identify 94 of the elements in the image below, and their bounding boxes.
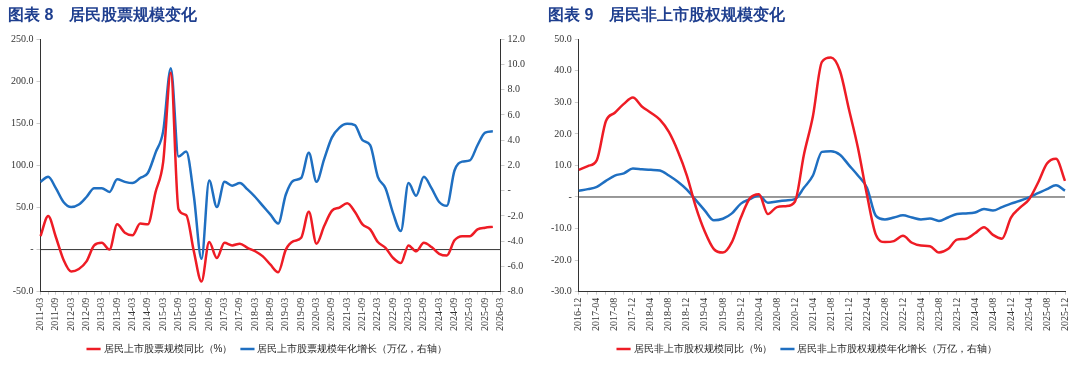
x-tick-label: 2017-04: [590, 297, 602, 332]
x-tick-label: 2019-03: [279, 297, 291, 332]
legend-label: 居民非上市股权规模年化增长（万亿，右轴）: [797, 342, 998, 354]
x-tick-label: 2022-12: [896, 297, 908, 332]
x-tick-label: 2025-08: [1040, 297, 1052, 332]
x-tick-label: 2021-04: [806, 297, 818, 332]
y-tick-label: -: [568, 190, 572, 202]
y2-tick-label: -8.0: [507, 285, 524, 297]
x-tick-label: 2023-08: [932, 297, 944, 332]
x-tick-label: 2022-04: [860, 297, 872, 332]
y-tick-label: 30.0: [554, 95, 572, 107]
x-tick-label: 2018-03: [248, 297, 260, 332]
x-tick-label: 2017-03: [218, 297, 230, 332]
x-tick-label: 2021-03: [340, 297, 352, 332]
y2-tick-label: 2.0: [507, 159, 520, 171]
x-tick-label: 2026-03: [494, 297, 506, 332]
y-tick-label: 150.0: [11, 116, 34, 128]
x-tick-label: 2018-09: [264, 297, 276, 332]
x-tick-label: 2022-03: [371, 297, 383, 332]
y-tick-label: 200.0: [11, 74, 34, 86]
x-tick-label: 2019-04: [698, 297, 710, 332]
x-tick-label: 2013-09: [110, 297, 122, 332]
y-tick-label: 50.0: [16, 201, 34, 213]
x-tick-label: 2025-12: [1058, 297, 1070, 332]
x-tick-label: 2014-09: [141, 297, 153, 332]
x-tick-label: 2016-09: [202, 297, 214, 332]
x-tick-label: 2020-04: [752, 297, 764, 332]
y2-tick-label: -2.0: [507, 209, 524, 221]
x-tick-label: 2020-03: [310, 297, 322, 332]
x-tick-label: 2021-08: [824, 297, 836, 332]
x-tick-label: 2015-03: [156, 297, 168, 332]
y-tick-label: 10.0: [554, 159, 572, 171]
x-tick-label: 2017-12: [626, 297, 638, 332]
y2-tick-label: -: [507, 184, 511, 196]
line-series: [577, 149, 1067, 223]
legend-label: 居民非上市股权规模同比（%）: [633, 342, 773, 354]
x-tick-label: 2023-12: [950, 297, 962, 332]
y-tick-label: 20.0: [554, 127, 572, 139]
x-tick-label: 2014-03: [126, 297, 138, 332]
y2-tick-label: 8.0: [507, 83, 520, 95]
y-tick-label: 250.0: [11, 32, 34, 44]
y-tick-label: 100.0: [11, 159, 34, 171]
x-tick-label: 2025-09: [478, 297, 490, 332]
x-tick-label: 2020-09: [325, 297, 337, 332]
y2-tick-label: -6.0: [507, 260, 524, 272]
x-tick-label: 2011-03: [34, 297, 46, 331]
x-tick-label: 2019-08: [716, 297, 728, 332]
x-tick-label: 2013-03: [95, 297, 107, 332]
x-tick-label: 2020-12: [788, 297, 800, 332]
y-tick-label: 40.0: [554, 64, 572, 76]
y-tick-label: 50.0: [554, 32, 572, 44]
x-tick-label: 2024-04: [968, 297, 980, 332]
x-tick-label: 2024-08: [986, 297, 998, 332]
y-tick-label: -50.0: [12, 285, 34, 297]
y2-tick-label: 4.0: [507, 133, 520, 145]
chart-title: 图表 8 居民股票规模变化: [8, 6, 199, 24]
x-tick-label: 2024-12: [1004, 297, 1016, 332]
x-tick-label: 2012-09: [80, 297, 92, 332]
legend-label: 居民上市股票规模同比（%）: [103, 342, 233, 354]
x-tick-label: 2023-04: [914, 297, 926, 332]
x-tick-label: 2023-09: [417, 297, 429, 332]
x-tick-label: 2018-08: [662, 297, 674, 332]
x-tick-label: 2017-09: [233, 297, 245, 332]
x-tick-label: 2018-12: [680, 297, 692, 332]
x-tick-label: 2025-04: [1022, 297, 1034, 332]
y2-tick-label: 12.0: [507, 32, 525, 44]
chart-title: 图表 9 居民非上市股权规模变化: [548, 6, 787, 24]
y-tick-label: -: [30, 243, 34, 255]
y-tick-label: -30.0: [550, 285, 572, 297]
x-tick-label: 2012-03: [64, 297, 76, 332]
line-series: [577, 56, 1067, 254]
x-tick-label: 2025-03: [463, 297, 475, 332]
x-tick-label: 2019-12: [734, 297, 746, 332]
x-tick-label: 2011-09: [49, 297, 61, 331]
y-tick-label: -20.0: [550, 253, 572, 265]
x-tick-label: 2021-09: [356, 297, 368, 332]
x-tick-label: 2018-04: [644, 297, 656, 332]
x-tick-label: 2019-09: [294, 297, 306, 332]
y2-tick-label: -4.0: [507, 234, 524, 246]
x-tick-label: 2022-09: [386, 297, 398, 332]
x-tick-label: 2022-08: [878, 297, 890, 332]
x-tick-label: 2023-03: [402, 297, 414, 332]
x-tick-label: 2016-03: [187, 297, 199, 332]
legend-label: 居民上市股票规模年化增长（万亿，右轴）: [257, 342, 448, 354]
x-tick-label: 2024-03: [432, 297, 444, 332]
y2-tick-label: 6.0: [507, 108, 520, 120]
x-tick-label: 2016-12: [572, 297, 584, 332]
y-tick-label: -10.0: [550, 222, 572, 234]
x-tick-label: 2015-09: [172, 297, 184, 332]
x-tick-label: 2021-12: [842, 297, 854, 332]
x-tick-label: 2017-08: [608, 297, 620, 332]
y2-tick-label: 10.0: [507, 58, 525, 70]
x-tick-label: 2024-09: [448, 297, 460, 332]
x-tick-label: 2020-08: [770, 297, 782, 332]
